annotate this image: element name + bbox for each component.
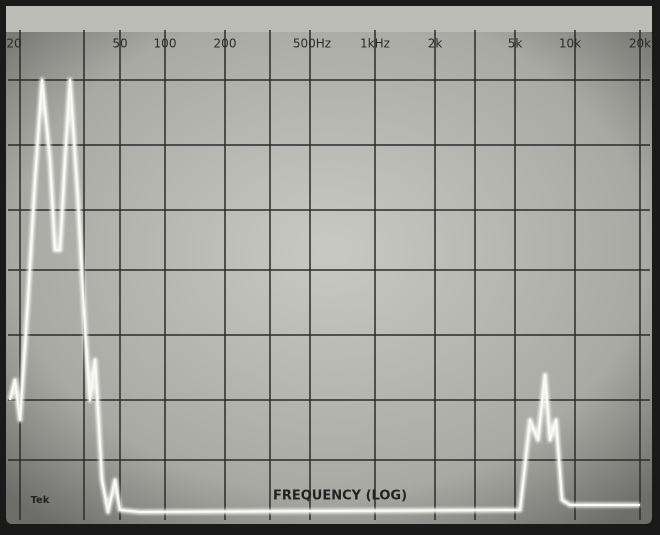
scale-label: 10k: [559, 37, 581, 51]
scale-label: 100: [154, 37, 177, 51]
trace: [7, 77, 640, 515]
brand: Tek: [31, 495, 50, 506]
axis-caption: FREQUENCY (LOG): [273, 489, 407, 504]
scale-label: 20: [6, 37, 21, 51]
scale-label: 1kHz: [360, 37, 390, 51]
screen: [6, 28, 652, 524]
scale-label: 200: [214, 37, 237, 51]
scale-label: 20k: [629, 37, 651, 51]
scale-label: 2k: [428, 37, 443, 51]
label-strip: [6, 6, 652, 32]
spectrum-trace-core: [9, 79, 640, 513]
scale-label: 50: [112, 37, 127, 51]
scale-label: 500Hz: [293, 37, 331, 51]
scale-label: 5k: [508, 37, 523, 51]
